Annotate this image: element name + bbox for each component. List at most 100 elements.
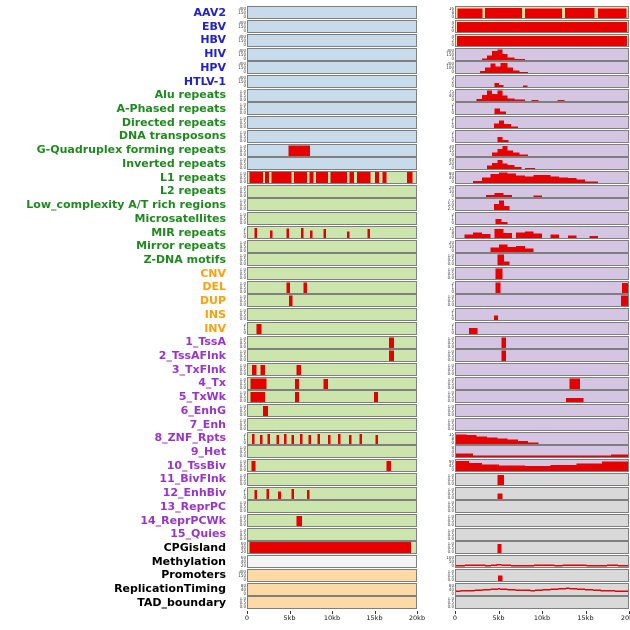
y-ticks-left: 60 40 20	[228, 542, 247, 553]
track-label: 8_ZNF_Rpts	[154, 431, 227, 445]
track-row: 4_Tx 1.0 0.5 0.0 1.0 0.5 0.0	[0, 376, 630, 390]
track-label: 9_Het	[190, 445, 226, 458]
y-tick-label: 1.0	[239, 460, 246, 465]
track-label: 12_EnhBiv	[162, 486, 226, 500]
y-tick-label: 0.5	[447, 517, 454, 523]
track-panel-left	[247, 308, 417, 322]
y-tick-label: 1.0	[239, 364, 246, 369]
y-tick-label: 0.5	[239, 394, 246, 400]
y-ticks-right: 1.0 0.5 0.0	[437, 542, 455, 553]
track-panel-right	[455, 555, 629, 569]
y-ticks-left: 1.0 0.5 0.0	[228, 103, 247, 114]
y-ticks-right: 300 150 0	[437, 49, 455, 60]
y-tick-label: 1.0	[239, 473, 246, 478]
track-panel-left	[247, 335, 417, 349]
track-panel-left	[247, 74, 417, 88]
track-panel-right	[455, 541, 629, 555]
y-tick-label: 150	[238, 37, 246, 43]
track-label: HIV	[204, 47, 226, 61]
y-tick-label: 8	[451, 229, 454, 235]
x-tick-mark	[247, 610, 248, 614]
y-tick-label: 1	[451, 312, 454, 318]
track-panel-right	[455, 33, 629, 47]
y-tick-label: 150	[238, 572, 246, 578]
y-tick-label: 100	[446, 65, 454, 71]
track-row: Methylation 60 40 20 100 50 0	[0, 555, 630, 569]
y-tick-label: 4	[451, 21, 454, 26]
y-tick-label: 0.5	[447, 572, 454, 578]
y-tick-label: 0.0	[239, 508, 246, 513]
y-ticks-right: 1.0 0.5 0.0	[437, 295, 455, 306]
y-ticks-left: 1.0 0.5 0.0	[228, 337, 247, 348]
y-tick-label: 5.0	[447, 202, 454, 208]
y-tick-label: 20	[448, 161, 454, 167]
track-row: 11_BivFlnk 1.0 0.5 0.0 1.0 0.5 0.0	[0, 472, 630, 486]
y-tick-label: 0	[451, 233, 454, 238]
y-tick-label: 1.0	[239, 514, 246, 519]
y-tick-label: 0.5	[239, 380, 246, 386]
track-panel-left	[247, 376, 417, 390]
y-tick-label: 1	[451, 120, 454, 126]
track-row: DEL 1.0 0.5 0.0 2 1 0	[0, 280, 630, 294]
y-tick-label: 1.0	[447, 597, 454, 602]
y-tick-label: 0.5	[239, 421, 246, 427]
y-tick-label: 2	[451, 309, 454, 314]
track-panel-left	[247, 417, 417, 431]
y-ticks-left: 300 150 0	[228, 49, 247, 60]
y-tick-label: 0.0	[239, 467, 246, 472]
y-ticks-right: 15 8 0	[437, 433, 455, 444]
y-ticks-right: 1.0 0.5 0.0	[437, 391, 455, 402]
y-tick-label: 300	[238, 7, 246, 12]
track-row: MIR repeats 2 1 0 15 8 0	[0, 226, 630, 240]
y-ticks-left: 300 150 0	[228, 62, 247, 73]
track-label: Alu repeats	[154, 88, 226, 102]
track-label: A-Phased repeats	[116, 102, 226, 116]
x-tick-mark	[542, 610, 543, 614]
track-row: 7_Enh 1.0 0.5 0.0 1.0 0.5 0.0	[0, 418, 630, 432]
y-tick-label: 1.0	[239, 446, 246, 451]
y-tick-label: 0.0	[239, 220, 246, 225]
y-tick-label: 0.5	[239, 106, 246, 112]
track-row: A-Phased repeats 1.0 0.5 0.0 2 1 0	[0, 102, 630, 116]
y-tick-label: 0	[243, 576, 246, 581]
track-panel-left	[247, 280, 417, 294]
y-tick-label: 0.0	[239, 165, 246, 170]
track-panel-right	[455, 472, 629, 486]
track-row: 3_TxFlnk 1.0 0.5 0.0 1.0 0.5 0.0	[0, 363, 630, 377]
y-tick-label: 1.0	[447, 254, 454, 259]
y-tick-label: 0.0	[239, 275, 246, 280]
track-panel-right	[455, 20, 629, 34]
track-row: Alu repeats 1.0 0.5 0.0 75 40 0	[0, 88, 630, 102]
y-tick-label: 0.5	[239, 298, 246, 304]
y-tick-label: 0.5	[239, 339, 246, 345]
y-tick-label: 2	[451, 322, 454, 327]
y-tick-label: 0.0	[239, 384, 246, 389]
y-ticks-left: 1.0 0.5 0.0	[228, 501, 247, 512]
track-label: L1 repeats	[160, 170, 226, 184]
y-tick-label: 150	[238, 65, 246, 71]
track-panel-left	[247, 459, 417, 473]
y-ticks-left: 1.0 0.5 0.0	[228, 515, 247, 526]
y-tick-label: 0.0	[239, 316, 246, 321]
track-row: ReplicationTiming 80 40 0 80 40 0	[0, 582, 630, 596]
y-ticks-left: 300 150 0	[228, 21, 247, 32]
track-rows: AAV2 300 150 0 16 8 0 EBV 300 150 0 4 2 0 HBV 300 150 0 4 2…	[0, 6, 630, 610]
track-panel-right	[455, 143, 629, 157]
y-tick-label: 0.0	[447, 275, 454, 280]
track-panel-right	[455, 349, 629, 363]
track-panel-left	[247, 184, 417, 198]
y-tick-label: 1	[243, 229, 246, 235]
track-row: 2_TssAFlnk 1.0 0.5 0.0 1.0 0.5 0.0	[0, 349, 630, 363]
track-panel-left	[247, 431, 417, 445]
y-tick-label: 20	[240, 549, 246, 554]
y-tick-label: 50	[448, 559, 454, 565]
y-tick-label: 0.0	[239, 535, 246, 540]
y-tick-label: 0	[243, 439, 246, 444]
y-tick-label: 0.0	[239, 288, 246, 293]
track-label: AAV2	[193, 6, 226, 19]
track-row: CPGisland 60 40 20 1.0 0.5 0.0	[0, 541, 630, 555]
y-tick-label: 0.0	[447, 494, 454, 499]
y-tick-label: 1.0	[447, 487, 454, 492]
